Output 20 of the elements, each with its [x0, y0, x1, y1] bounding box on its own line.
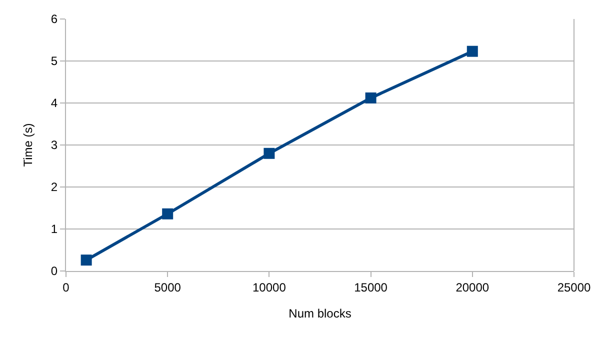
x-tick-label: 0 [62, 280, 70, 294]
x-tick-label: 15000 [354, 280, 388, 294]
y-tick-label: 2 [50, 180, 58, 194]
y-axis-title: Time (s) [21, 123, 36, 167]
x-tick-label: 5000 [154, 280, 182, 294]
y-tick-label: 4 [50, 96, 58, 110]
point [466, 46, 478, 57]
point [264, 148, 275, 159]
x-tick-label: 25000 [557, 280, 592, 294]
x-tick-label: 20000 [456, 280, 490, 294]
point [80, 254, 92, 266]
y-tick-label: 0 [50, 264, 58, 278]
y-tick-label: 1 [50, 222, 58, 236]
x-tick-label: 10000 [252, 280, 286, 294]
y-tick-label: 3 [50, 138, 58, 152]
x-axis-title: Num blocks [288, 306, 352, 320]
point [162, 208, 174, 220]
y-tick-label: 5 [50, 54, 58, 68]
point [365, 92, 376, 104]
y-tick-label: 6 [50, 12, 58, 26]
